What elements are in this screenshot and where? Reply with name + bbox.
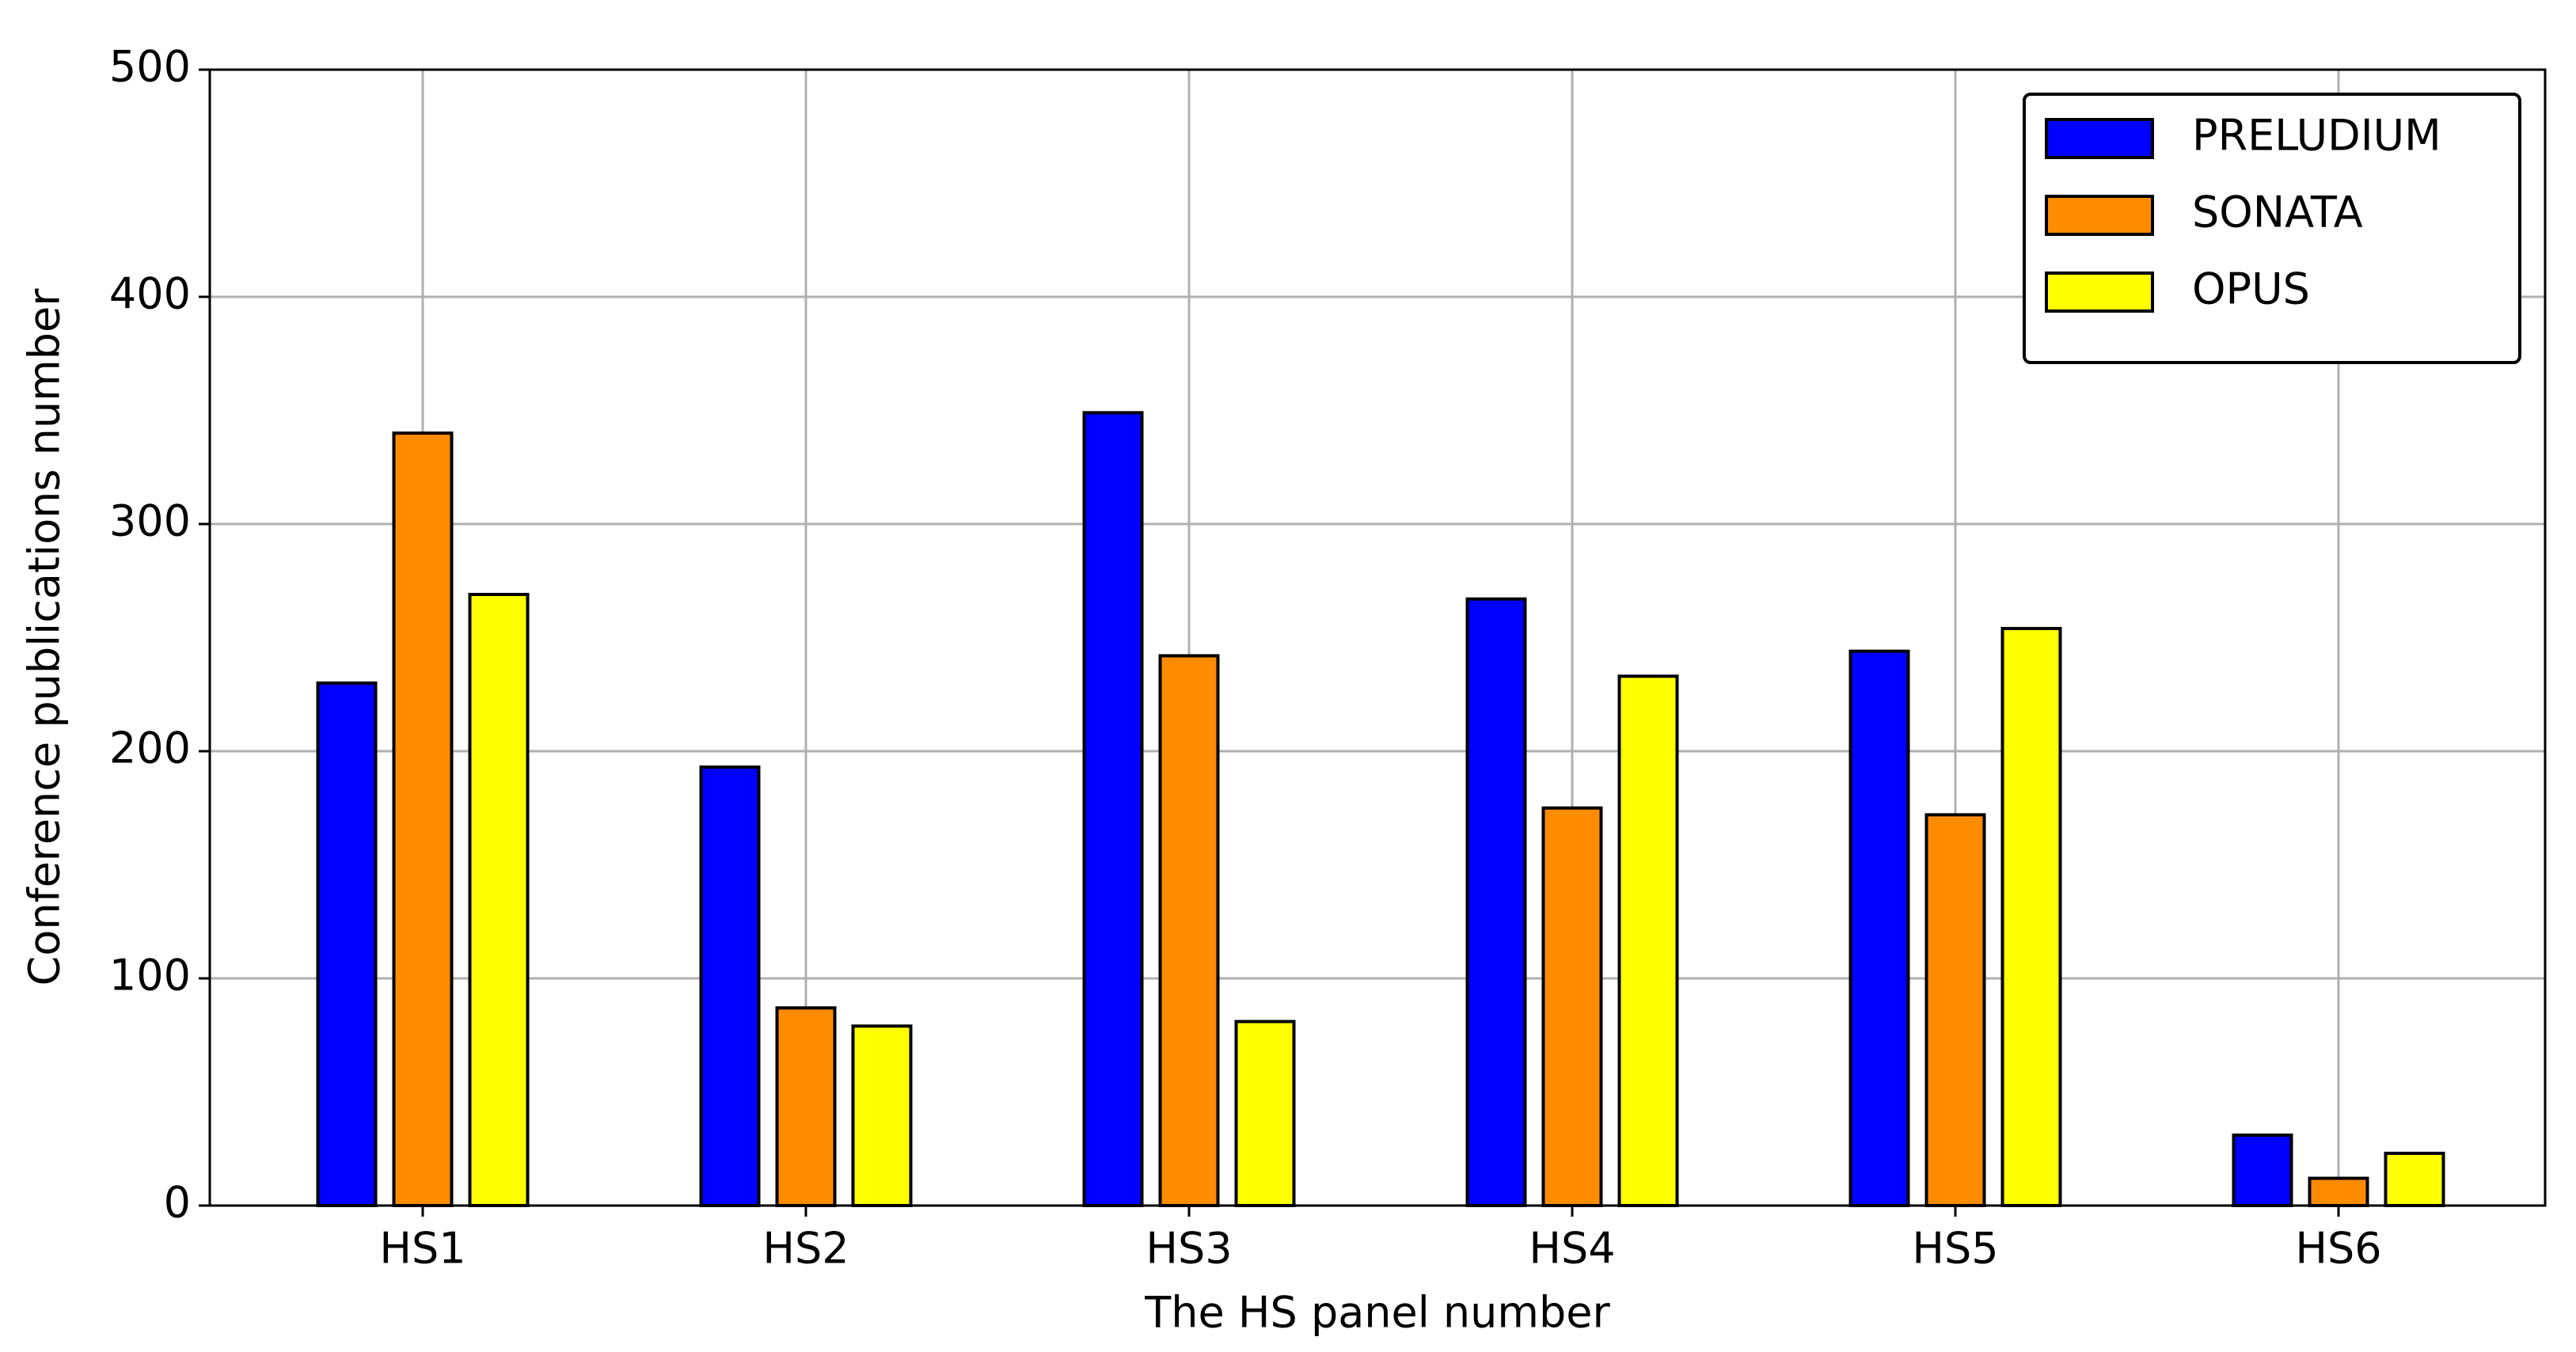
y-tick-label: 300 <box>109 496 191 546</box>
legend-swatch <box>2045 118 2154 159</box>
y-tick-label: 500 <box>109 42 191 92</box>
bar <box>699 765 761 1207</box>
bar <box>2384 1151 2445 1207</box>
legend-label: PRELUDIUM <box>2192 111 2441 161</box>
y-tick-label: 0 <box>164 1178 191 1228</box>
x-tick-label: HS6 <box>2295 1224 2381 1274</box>
plot-frame <box>208 68 2547 1207</box>
x-tick-label: HS1 <box>379 1224 465 1274</box>
bar <box>2308 1176 2369 1208</box>
y-axis-label: Conference publications number <box>20 288 70 986</box>
y-tick-label: 200 <box>109 723 191 773</box>
bar <box>1465 597 1527 1207</box>
bar <box>2232 1134 2293 1208</box>
bar <box>851 1024 913 1208</box>
bar <box>775 1006 837 1208</box>
y-tick-label: 400 <box>109 269 191 319</box>
legend-label: OPUS <box>2192 264 2310 314</box>
bar <box>1158 654 1220 1207</box>
x-tick-label: HS5 <box>1912 1224 1998 1274</box>
bar <box>1617 674 1679 1207</box>
bar <box>1848 649 1910 1207</box>
x-tick-label: HS4 <box>1529 1224 1615 1274</box>
bar <box>392 431 454 1207</box>
x-tick-label: HS2 <box>762 1224 849 1274</box>
bar <box>2000 627 2062 1207</box>
bar <box>1924 813 1986 1207</box>
x-tick-label: HS3 <box>1146 1224 1232 1274</box>
x-axis-label: The HS panel number <box>1144 1288 1610 1338</box>
bar <box>316 681 378 1207</box>
legend-swatch <box>2045 195 2154 236</box>
bar <box>1234 1020 1296 1208</box>
legend: PRELUDIUM SONATA OPUS <box>2023 93 2521 364</box>
legend-label: SONATA <box>2192 188 2363 237</box>
bar <box>1541 806 1603 1207</box>
legend-swatch <box>2045 272 2154 313</box>
bar <box>468 592 530 1207</box>
bar <box>1082 411 1144 1207</box>
y-tick-label: 100 <box>109 951 191 1001</box>
